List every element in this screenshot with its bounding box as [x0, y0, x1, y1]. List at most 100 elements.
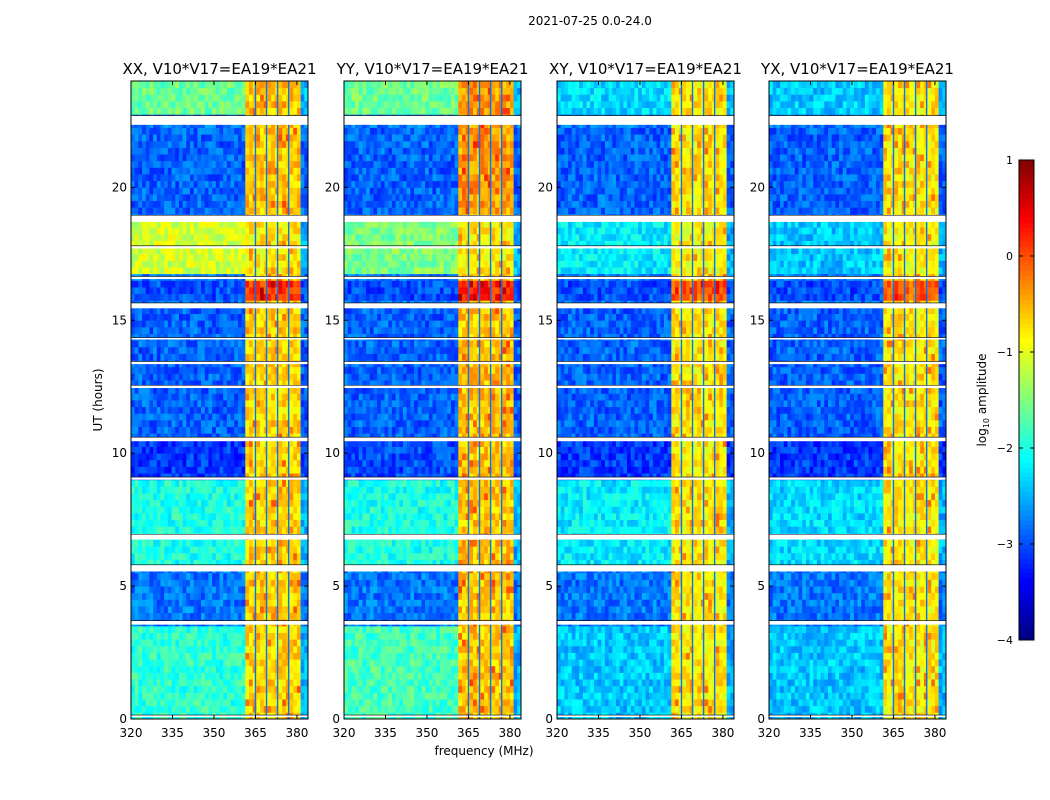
- heatmap-cell: [417, 705, 422, 713]
- heatmap-cell: [245, 486, 250, 494]
- heatmap-cell: [134, 147, 139, 155]
- heatmap-cell: [249, 419, 254, 427]
- heatmap-cell: [153, 233, 158, 241]
- heatmap-cell: [145, 599, 150, 607]
- heatmap-cell: [245, 539, 250, 547]
- heatmap-cell: [212, 679, 217, 687]
- heatmap-cell: [175, 267, 180, 275]
- heatmap-cell: [241, 466, 246, 474]
- heatmap-cell: [289, 227, 294, 235]
- heatmap-cell: [182, 287, 187, 295]
- heatmap-cell: [208, 433, 213, 441]
- heatmap-cell: [156, 526, 161, 534]
- flagged-row: [131, 385, 308, 389]
- heatmap-cell: [252, 200, 257, 208]
- heatmap-cell: [186, 326, 191, 334]
- heatmap-cell: [208, 559, 213, 567]
- heatmap-cell: [153, 247, 158, 255]
- heatmap-cell: [293, 81, 298, 89]
- heatmap-cell: [190, 107, 195, 115]
- heatmap-cell: [134, 240, 139, 248]
- heatmap-cell: [201, 419, 206, 427]
- heatmap-cell: [256, 333, 261, 341]
- heatmap-cell: [223, 313, 228, 321]
- heatmap-cell: [282, 293, 287, 301]
- heatmap-cell: [230, 625, 235, 634]
- heatmap-cell: [193, 127, 198, 135]
- heatmap-cell: [193, 479, 198, 487]
- heatmap-cell: [204, 572, 209, 580]
- heatmap-cell: [167, 366, 172, 374]
- heatmap-cell: [260, 346, 265, 354]
- heatmap-cell: [204, 81, 209, 89]
- heatmap-cell: [252, 459, 257, 467]
- heatmap-cell: [278, 87, 283, 95]
- heatmap-cell: [193, 612, 198, 620]
- heatmap-cell: [249, 160, 254, 168]
- heatmap-cell: [234, 506, 239, 514]
- heatmap-cell: [138, 459, 143, 467]
- heatmap-cell: [260, 380, 265, 388]
- heatmap-cell: [447, 685, 452, 693]
- heatmap-cell: [289, 140, 294, 148]
- heatmap-cell: [271, 154, 276, 162]
- heatmap-cell: [282, 453, 287, 461]
- heatmap-cell: [278, 692, 283, 700]
- heatmap-cell: [215, 386, 220, 394]
- heatmap-cell: [167, 200, 172, 208]
- heatmap-cell: [131, 386, 136, 394]
- heatmap-cell: [149, 439, 154, 447]
- heatmap-cell: [190, 486, 195, 494]
- heatmap-cell: [289, 81, 294, 89]
- heatmap-cell: [186, 612, 191, 620]
- heatmap-cell: [245, 313, 250, 321]
- heatmap-cell: [495, 705, 500, 713]
- heatmap-cell: [289, 453, 294, 461]
- heatmap-cell: [267, 220, 272, 228]
- heatmap-cell: [234, 167, 239, 175]
- heatmap-cell: [171, 386, 176, 394]
- heatmap-cell: [156, 233, 161, 241]
- heatmap-cell: [296, 426, 302, 434]
- heatmap-cell: [256, 659, 261, 667]
- heatmap-cell: [193, 94, 198, 102]
- heatmap-cell: [182, 473, 187, 481]
- heatmap-cell: [171, 380, 176, 388]
- heatmap-cell: [219, 439, 224, 447]
- heatmap-cell: [178, 167, 184, 175]
- heatmap-cell: [274, 552, 279, 560]
- heatmap-cell: [167, 293, 172, 301]
- heatmap-cell: [208, 260, 213, 268]
- heatmap-cell: [190, 160, 195, 168]
- heatmap-cell: [296, 400, 302, 408]
- heatmap-cell: [215, 672, 220, 680]
- heatmap-cell: [153, 559, 158, 567]
- heatmap-cell: [252, 493, 257, 501]
- heatmap-cell: [138, 526, 143, 534]
- heatmap-cell: [289, 572, 294, 580]
- heatmap-cell: [215, 419, 220, 427]
- heatmap-cell: [260, 313, 265, 321]
- heatmap-cell: [171, 599, 176, 607]
- heatmap-cell: [167, 313, 172, 321]
- heatmap-cell: [156, 625, 161, 634]
- heatmap-cell: [145, 606, 150, 614]
- heatmap-cell: [241, 373, 246, 381]
- heatmap-cell: [164, 227, 169, 235]
- heatmap-cell: [142, 81, 147, 89]
- heatmap-cell: [245, 94, 250, 102]
- heatmap-cell: [241, 679, 246, 687]
- heatmap-cell: [182, 672, 187, 680]
- heatmap-cell: [160, 685, 165, 693]
- heatmap-cell: [226, 340, 231, 348]
- heatmap-cell: [208, 306, 213, 315]
- heatmap-cell: [142, 466, 147, 474]
- heatmap-cell: [252, 320, 257, 328]
- heatmap-cell: [260, 579, 265, 587]
- heatmap-cell: [304, 373, 309, 381]
- heatmap-cell: [160, 672, 165, 680]
- heatmap-cell: [369, 672, 374, 680]
- heatmap-cell: [237, 193, 243, 202]
- heatmap-cell: [267, 652, 272, 660]
- heatmap-cell: [164, 200, 169, 208]
